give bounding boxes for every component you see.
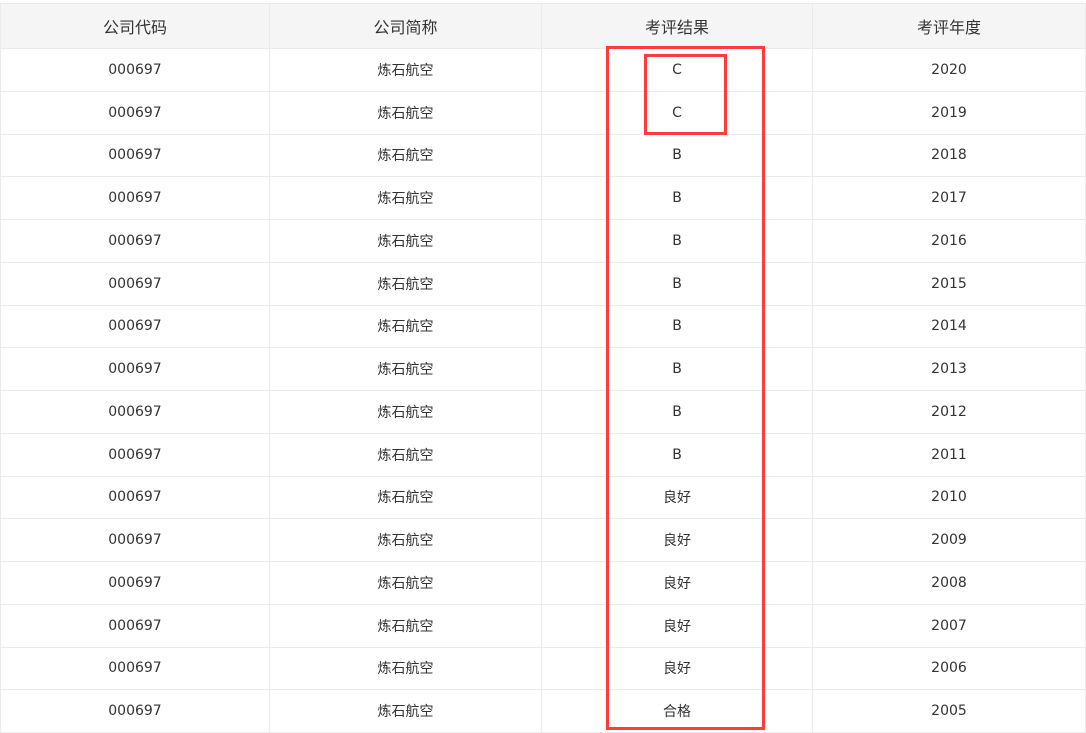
table-header: 公司代码 公司简称 考评结果 考评年度 <box>0 3 1086 49</box>
table-row: 000697 炼石航空 良好 2006 <box>0 646 1086 691</box>
cell-company-name: 炼石航空 <box>269 90 542 135</box>
cell-company-name: 炼石航空 <box>269 48 542 92</box>
cell-result: B <box>541 390 813 434</box>
cell-year: 2017 <box>812 176 1086 220</box>
cell-company-name: 炼石航空 <box>269 390 542 434</box>
table-row: 000697 炼石航空 B 2016 <box>0 219 1086 263</box>
cell-result: C <box>541 90 813 135</box>
cell-company-name: 炼石航空 <box>269 646 542 691</box>
table-row: 000697 炼石航空 B 2012 <box>0 390 1086 434</box>
cell-company-code: 000697 <box>0 432 270 477</box>
table-row: 000697 炼石航空 B 2014 <box>0 304 1086 349</box>
table-row: 000697 炼石航空 合格 2005 <box>0 689 1086 733</box>
cell-company-name: 炼石航空 <box>269 176 542 220</box>
table-row: 000697 炼石航空 良好 2007 <box>0 603 1086 648</box>
cell-result: 良好 <box>541 646 813 691</box>
cell-company-code: 000697 <box>0 176 270 220</box>
cell-company-name: 炼石航空 <box>269 689 542 733</box>
table-row: 000697 炼石航空 B 2017 <box>0 176 1086 220</box>
cell-result: B <box>541 176 813 220</box>
table-row: 000697 炼石航空 B 2018 <box>0 133 1086 178</box>
cell-company-code: 000697 <box>0 603 270 648</box>
cell-company-code: 000697 <box>0 90 270 135</box>
table-row: 000697 炼石航空 B 2011 <box>0 432 1086 477</box>
cell-company-code: 000697 <box>0 48 270 92</box>
header-company-name: 公司简称 <box>269 3 542 49</box>
table-row: 000697 炼石航空 B 2013 <box>0 347 1086 391</box>
header-result: 考评结果 <box>541 3 813 49</box>
cell-company-code: 000697 <box>0 518 270 562</box>
cell-company-code: 000697 <box>0 561 270 605</box>
cell-company-name: 炼石航空 <box>269 518 542 562</box>
cell-year: 2016 <box>812 219 1086 263</box>
cell-company-name: 炼石航空 <box>269 261 542 306</box>
cell-company-code: 000697 <box>0 390 270 434</box>
cell-result: 良好 <box>541 603 813 648</box>
table-row: 000697 炼石航空 良好 2008 <box>0 561 1086 605</box>
cell-year: 2007 <box>812 603 1086 648</box>
header-company-code: 公司代码 <box>0 3 270 49</box>
cell-year: 2018 <box>812 133 1086 178</box>
cell-result: B <box>541 219 813 263</box>
evaluation-table: 公司代码 公司简称 考评结果 考评年度 000697 炼石航空 C 2020 00069… <box>0 3 1086 733</box>
cell-result: B <box>541 432 813 477</box>
cell-year: 2009 <box>812 518 1086 562</box>
cell-company-code: 000697 <box>0 219 270 263</box>
cell-company-code: 000697 <box>0 689 270 733</box>
cell-company-code: 000697 <box>0 347 270 391</box>
cell-company-name: 炼石航空 <box>269 133 542 178</box>
cell-year: 2015 <box>812 261 1086 306</box>
cell-year: 2014 <box>812 304 1086 349</box>
table-row: 000697 炼石航空 C 2019 <box>0 90 1086 135</box>
cell-year: 2006 <box>812 646 1086 691</box>
cell-company-code: 000697 <box>0 646 270 691</box>
cell-company-code: 000697 <box>0 133 270 178</box>
cell-result: B <box>541 304 813 349</box>
cell-company-name: 炼石航空 <box>269 603 542 648</box>
cell-result: 良好 <box>541 561 813 605</box>
cell-company-code: 000697 <box>0 304 270 349</box>
cell-company-name: 炼石航空 <box>269 561 542 605</box>
cell-result: B <box>541 347 813 391</box>
cell-company-code: 000697 <box>0 475 270 520</box>
cell-year: 2005 <box>812 689 1086 733</box>
cell-result: B <box>541 133 813 178</box>
cell-result: 良好 <box>541 475 813 520</box>
cell-company-name: 炼石航空 <box>269 304 542 349</box>
table-row: 000697 炼石航空 良好 2010 <box>0 475 1086 520</box>
cell-result: 良好 <box>541 518 813 562</box>
cell-year: 2008 <box>812 561 1086 605</box>
cell-year: 2020 <box>812 48 1086 92</box>
cell-year: 2013 <box>812 347 1086 391</box>
cell-year: 2010 <box>812 475 1086 520</box>
cell-company-name: 炼石航空 <box>269 347 542 391</box>
cell-company-code: 000697 <box>0 261 270 306</box>
cell-result: 合格 <box>541 689 813 733</box>
cell-year: 2012 <box>812 390 1086 434</box>
cell-result: B <box>541 261 813 306</box>
table-row: 000697 炼石航空 B 2015 <box>0 261 1086 306</box>
cell-result: C <box>541 48 813 92</box>
cell-year: 2019 <box>812 90 1086 135</box>
table-row: 000697 炼石航空 C 2020 <box>0 48 1086 92</box>
cell-company-name: 炼石航空 <box>269 219 542 263</box>
cell-company-name: 炼石航空 <box>269 432 542 477</box>
cell-year: 2011 <box>812 432 1086 477</box>
table-row: 000697 炼石航空 良好 2009 <box>0 518 1086 562</box>
header-year: 考评年度 <box>812 3 1086 49</box>
cell-company-name: 炼石航空 <box>269 475 542 520</box>
